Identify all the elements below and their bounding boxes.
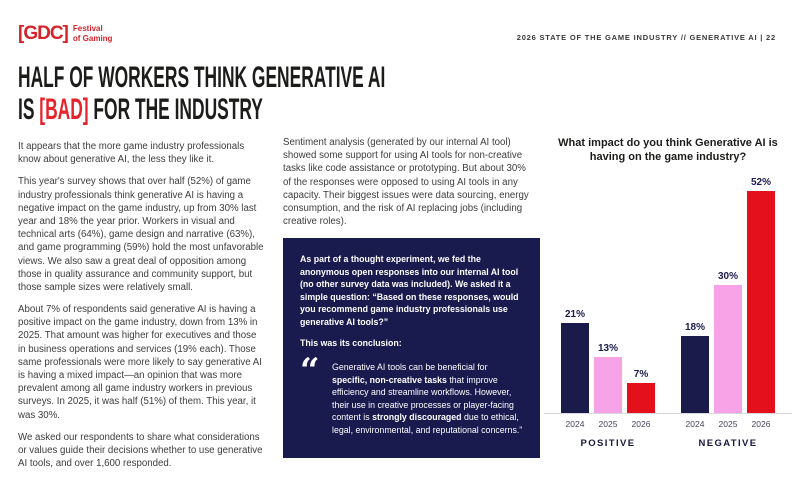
bar-value-label: 7% [633,368,649,380]
bar-column: 7% [627,369,655,413]
paragraph: It appears that the more game industry p… [18,141,245,166]
bar-positive-2025 [594,357,622,413]
quote-mark-icon: “ [300,351,320,392]
logo-line-1: Festival [72,24,103,34]
quote-bold-segment: strongly discouraged [372,412,462,423]
bar-column: 21% [561,309,589,413]
quote-segment: due to ethical, legal, environmental, an… [332,412,523,435]
title-line-2-pre: IS [18,93,40,127]
chart-title: What impact do you think Generative AI i… [558,137,778,164]
quote-block: “ Generative AI tools can be beneficial … [300,351,523,436]
group-label-negative: NEGATIVE [698,437,758,449]
bar-positive-2024 [561,322,589,413]
paragraph: Sentiment analysis (generated by our int… [283,137,529,228]
logo-line-2: of Gaming [72,33,113,43]
bar-positive-2026 [627,382,655,413]
bar-negative-2024 [681,335,709,413]
bar-column: 13% [594,343,622,413]
gdc-logo-mark: [GDC] [18,23,69,44]
quote-bold-segment: specific, non-creative tasks [332,374,447,385]
bar-column: 18% [681,322,709,413]
bar-value-label: 30% [717,270,738,282]
years-row: 2024 2025 2026 [561,419,655,429]
x-tick-label: 2025 [598,418,618,429]
bars-row: 18% 30% 52% [681,173,775,413]
bar-value-label: 21% [564,308,585,320]
callout-question: “Based on these responses, would you rec… [300,291,519,327]
quote-text: Generative AI tools can be beneficial fo… [332,361,523,436]
chart-groups: 21% 13% 7% 2024 2025 2026 POSITIVE 18% 30% 52% 202… [548,173,788,449]
chart-group-negative: 18% 30% 52% 2024 2025 2026 NEGATIVE [681,173,775,449]
body-column-1: It appears that the more game industry p… [18,140,265,479]
x-tick-label: 2025 [718,418,738,429]
gdc-logo-text: Festival of Gaming [73,24,113,42]
x-tick-label: 2024 [565,418,585,429]
paragraph: This year's survey shows that over half … [18,176,264,293]
bar-column: 52% [747,177,775,413]
bar-value-label: 52% [750,176,771,188]
page-title: HALF OF WORKERS THINK GENERATIVE AI IS [… [18,61,385,127]
bar-value-label: 13% [597,343,618,355]
title-line-2-post: FOR THE INDUSTRY [88,93,263,127]
ai-insight-callout-box: As part of a thought experiment, we fed … [283,238,540,458]
title-accent: [BAD] [39,93,89,127]
bar-negative-2026 [747,190,775,413]
bar-negative-2025 [714,284,742,413]
gdc-logo: [GDC] Festival of Gaming [18,24,112,43]
x-axis-line [544,412,792,414]
quote-segment: Generative AI tools can be beneficial fo… [332,362,488,373]
x-tick-label: 2026 [751,418,771,429]
bars-row: 21% 13% 7% [561,173,655,413]
chart-plot-area: 21% 13% 7% 2024 2025 2026 POSITIVE 18% 30% 52% 202… [544,173,792,449]
title-line-1: HALF OF WORKERS THINK GENERATIVE AI [18,61,386,94]
group-label-positive: POSITIVE [580,437,636,449]
years-row: 2024 2025 2026 [681,419,775,429]
callout-conclusion-label: This was its conclusion: [300,338,402,349]
chart-group-positive: 21% 13% 7% 2024 2025 2026 POSITIVE [561,173,655,449]
callout-paragraph: As part of a thought experiment, we fed … [300,253,523,328]
callout-intro: As part of a thought experiment, we fed … [300,254,519,302]
bar-column: 30% [714,271,742,413]
page-header-meta: 2026 STATE OF THE GAME INDUSTRY // GENER… [516,33,776,42]
bar-value-label: 18% [684,321,705,333]
x-tick-label: 2026 [631,418,651,429]
x-tick-label: 2024 [685,418,705,429]
paragraph: We asked our respondents to share what c… [18,431,263,470]
quote-segment: that improve efficiency and streamline w… [332,374,514,423]
bar-chart: What impact do you think Generative AI i… [544,136,792,449]
paragraph: About 7% of respondents said generative … [18,304,262,421]
body-column-2: Sentiment analysis (generated by our int… [283,136,532,237]
